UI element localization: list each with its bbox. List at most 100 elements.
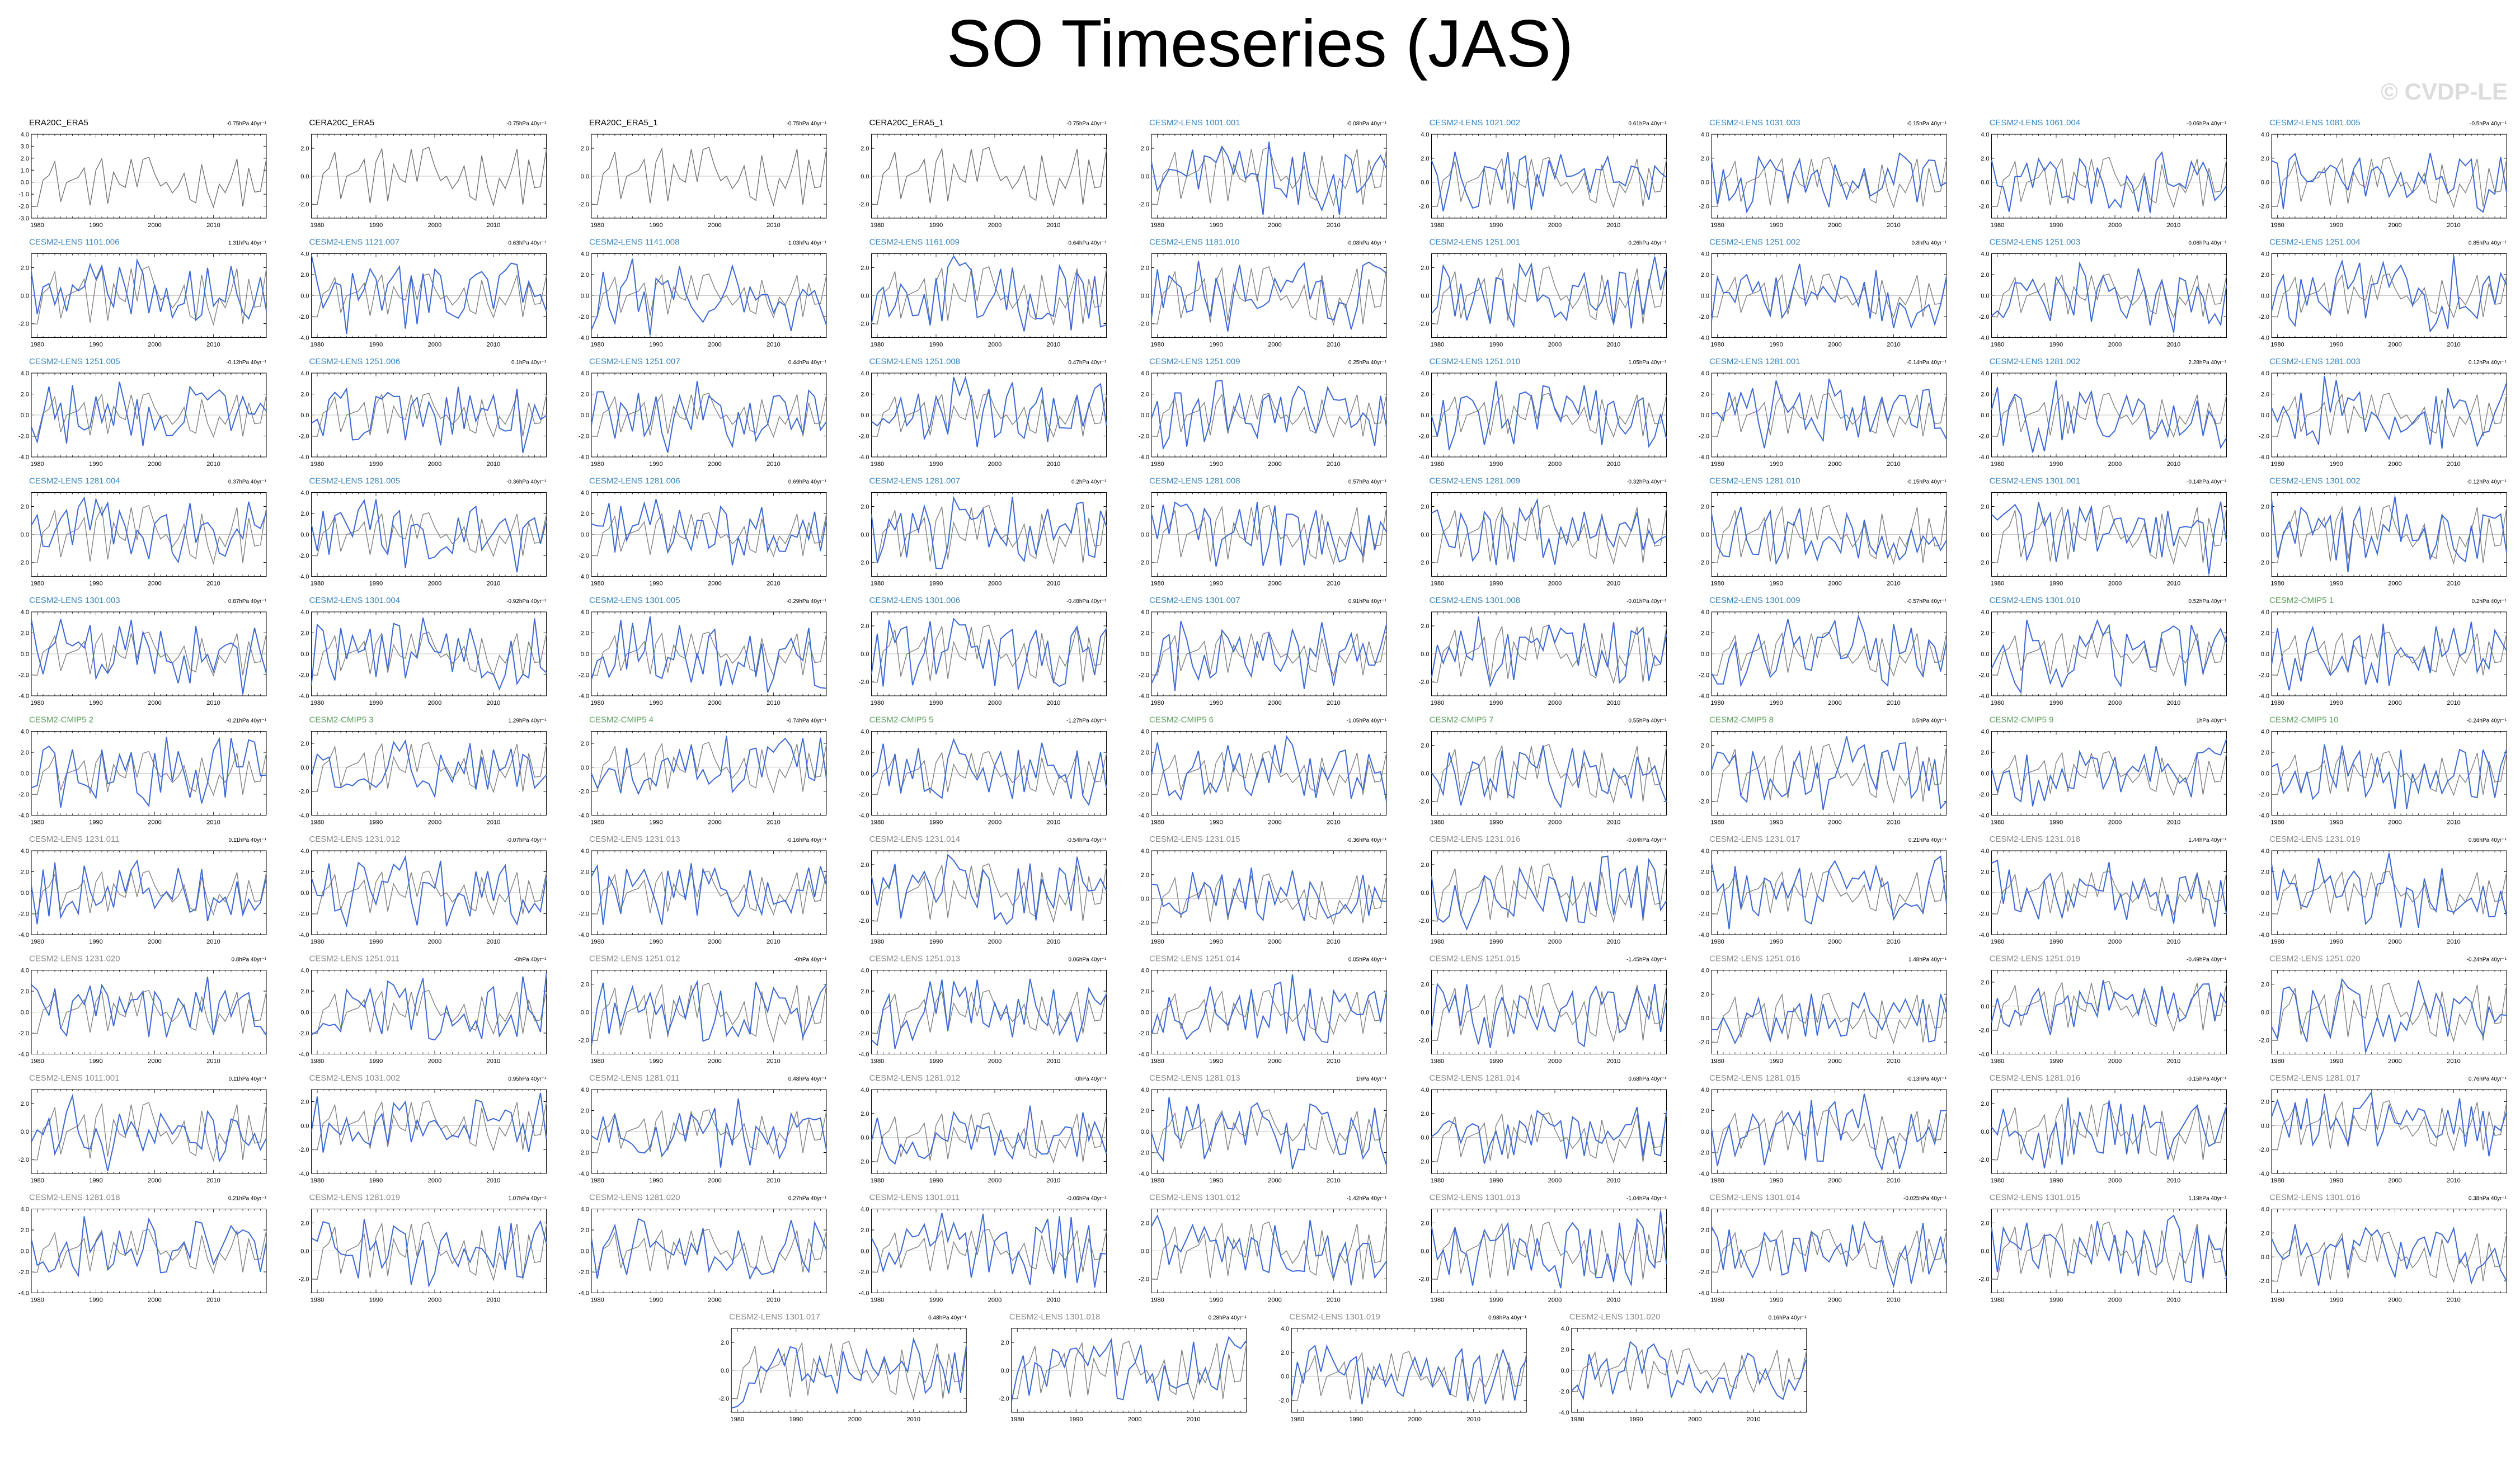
y-tick-label: 4.0: [1701, 370, 1709, 377]
y-tick-label: -2.0: [1139, 321, 1149, 328]
series-line-observed: [591, 273, 827, 319]
y-tick-label: -2.0: [1699, 672, 1709, 679]
series-line-observed: [591, 631, 827, 677]
series-line-observed: [1151, 266, 1387, 326]
y-tick-label: -2.0: [1139, 433, 1149, 440]
panel-title: CESM2-LENS 1281.003: [2269, 357, 2361, 366]
timeseries-panel: CESM2-LENS 1061.004 -0.06hPa 40yr⁻¹ 4.0 2.0…: [1979, 118, 2227, 229]
x-tick-label: 2000: [2108, 700, 2122, 706]
y-tick-label: 0.0: [2261, 651, 2269, 658]
panel-trend-label: 0.1hPa 40yr⁻¹: [511, 360, 547, 366]
series-line-simulated: [591, 499, 827, 565]
series-line-observed: [591, 393, 827, 438]
series-line-observed: [2271, 631, 2507, 677]
series-line-simulated: [311, 386, 547, 453]
x-tick-label: 1990: [1209, 342, 1223, 348]
x-tick-label: 2010: [206, 222, 220, 229]
x-tick-label: 1990: [89, 222, 102, 229]
series-line-simulated: [871, 255, 1107, 332]
y-tick-label: -4.0: [1979, 335, 1990, 342]
panel-frame: [1991, 134, 2227, 219]
panel-title: CESM2-LENS 1101.006: [29, 238, 119, 247]
timeseries-panel: CESM2-LENS 1081.005 -0.5hPa 40yr⁻¹ 4.0 2.0 0…: [2259, 118, 2507, 229]
x-tick-label: 1980: [311, 222, 324, 229]
series-line-simulated: [1431, 256, 1667, 329]
x-tick-label: 1980: [311, 700, 324, 706]
series-line-simulated: [1431, 498, 1667, 565]
x-tick-label: 2000: [988, 581, 1002, 587]
panel-title: CESM2-LENS 1301.006: [869, 596, 961, 605]
timeseries-panel: CESM2-CMIP5 3 1.29hPa 40yr⁻¹ 2.0 0.0 -2.0 -4.…: [299, 715, 547, 826]
y-tick-label: 0.0: [861, 412, 869, 419]
panel-title: CESM2-LENS 1281.009: [1430, 477, 1521, 486]
y-tick-label: 0.0: [1141, 651, 1149, 658]
y-tick-label: -2.0: [299, 789, 309, 795]
series-line-simulated: [1711, 506, 1947, 565]
x-tick-label: 2010: [2447, 461, 2460, 468]
x-tick-label: 2000: [1268, 700, 1281, 706]
y-tick-label: 0.0: [1981, 412, 1989, 419]
x-tick-label: 1990: [1769, 700, 1783, 706]
y-tick-label: -2.0: [299, 314, 309, 320]
y-tick-label: 0.0: [300, 651, 309, 658]
y-tick-label: -2.0: [299, 433, 309, 440]
y-tick-label: 2.0: [2261, 272, 2269, 279]
y-tick-label: 0.0: [1421, 180, 1429, 186]
timeseries-panel: CESM2-LENS 1251.007 0.44hPa 40yr⁻¹ 4.0 2.0 0…: [579, 357, 827, 468]
x-tick-label: 2000: [1548, 342, 1562, 348]
x-tick-label: 1990: [369, 819, 383, 826]
y-tick-label: 2.0: [1701, 272, 1709, 279]
y-tick-label: -2.0: [579, 201, 589, 208]
y-tick-label: 4.0: [1141, 609, 1149, 616]
x-tick-label: 1990: [2329, 461, 2343, 468]
series-line-simulated: [1151, 142, 1387, 215]
panel-trend-label: -0.5hPa 40yr⁻¹: [2470, 121, 2507, 127]
series-line-simulated: [1151, 501, 1387, 567]
y-tick-label: 4.0: [300, 370, 309, 377]
y-tick-label: -2.0: [299, 672, 309, 679]
x-tick-label: 2000: [2108, 222, 2122, 229]
x-tick-label: 1980: [30, 461, 44, 468]
timeseries-panel: CESM2-LENS 1281.003 0.12hPa 40yr⁻¹ 4.0 2.0 0…: [2259, 357, 2507, 468]
timeseries-panel: CESM2-LENS 1301.004 -0.92hPa 40yr⁻¹ 4.0 2.0…: [299, 596, 547, 706]
x-tick-label: 1980: [1431, 461, 1444, 468]
y-tick-label: 2.0: [1141, 265, 1149, 272]
panel-trend-label: 0.87hPa 40yr⁻¹: [228, 598, 267, 605]
x-tick-label: 2010: [1047, 222, 1060, 229]
x-tick-label: 1980: [1431, 342, 1444, 348]
y-tick-label: 0.0: [1981, 293, 1989, 300]
y-tick-label: 2.0: [1981, 392, 1989, 398]
y-tick-label: -2.0: [859, 321, 869, 328]
series-line-observed: [2271, 393, 2507, 438]
timeseries-panel: CESM2-LENS 1281.009 -0.32hPa 40yr⁻¹ 2.0 0.0…: [1419, 477, 1667, 587]
x-tick-label: 1990: [1489, 342, 1503, 348]
y-tick-label: 2.0: [861, 145, 869, 152]
y-tick-label: 2.0: [1981, 630, 1989, 637]
y-tick-label: 4.0: [21, 370, 29, 377]
panel-title: CESM2-LENS 1251.005: [29, 357, 120, 366]
x-tick-label: 1980: [590, 222, 604, 229]
panel-trend-label: 0.06hPa 40yr⁻¹: [2188, 241, 2227, 247]
x-tick-label: 1980: [30, 222, 44, 229]
series-line-simulated: [591, 381, 827, 453]
timeseries-panel: CESM2-LENS 1251.009 0.25hPa 40yr⁻¹ 4.0 2.0 0…: [1139, 357, 1387, 468]
y-tick-label: 0.0: [300, 765, 309, 771]
y-tick-label: 2.0: [581, 145, 589, 152]
series-line-simulated: [1151, 620, 1387, 691]
series-line-simulated: [2271, 256, 2507, 333]
x-tick-label: 2010: [2447, 581, 2460, 587]
y-tick-label: 4.0: [300, 490, 309, 497]
panel-title: CESM2-LENS 1021.002: [1430, 118, 1521, 128]
x-tick-label: 2000: [1828, 342, 1841, 348]
timeseries-panel: CESM2-LENS 1281.010 -0.15hPa 40yr⁻¹ 2.0 0.0…: [1699, 477, 1947, 587]
y-tick-label: -4.0: [579, 574, 589, 581]
timeseries-panel: CESM2-LENS 1141.008 -1.03hPa 40yr⁻¹ 4.0 2.0…: [579, 238, 827, 348]
y-tick-label: 0.0: [1701, 532, 1709, 539]
y-tick-label: 4.0: [1701, 131, 1709, 138]
x-tick-label: 2000: [1548, 581, 1562, 587]
panel-trend-label: -0.21hPa 40yr⁻¹: [227, 718, 267, 724]
panel-trend-label: -0.14hPa 40yr⁻¹: [1907, 360, 1947, 366]
y-tick-label: 1.0: [21, 167, 29, 174]
timeseries-panel: CESM2-LENS 1021.002 0.61hPa 40yr⁻¹ 4.0 2.0 0…: [1419, 118, 1667, 229]
y-tick-label: -2.0: [1139, 560, 1149, 567]
